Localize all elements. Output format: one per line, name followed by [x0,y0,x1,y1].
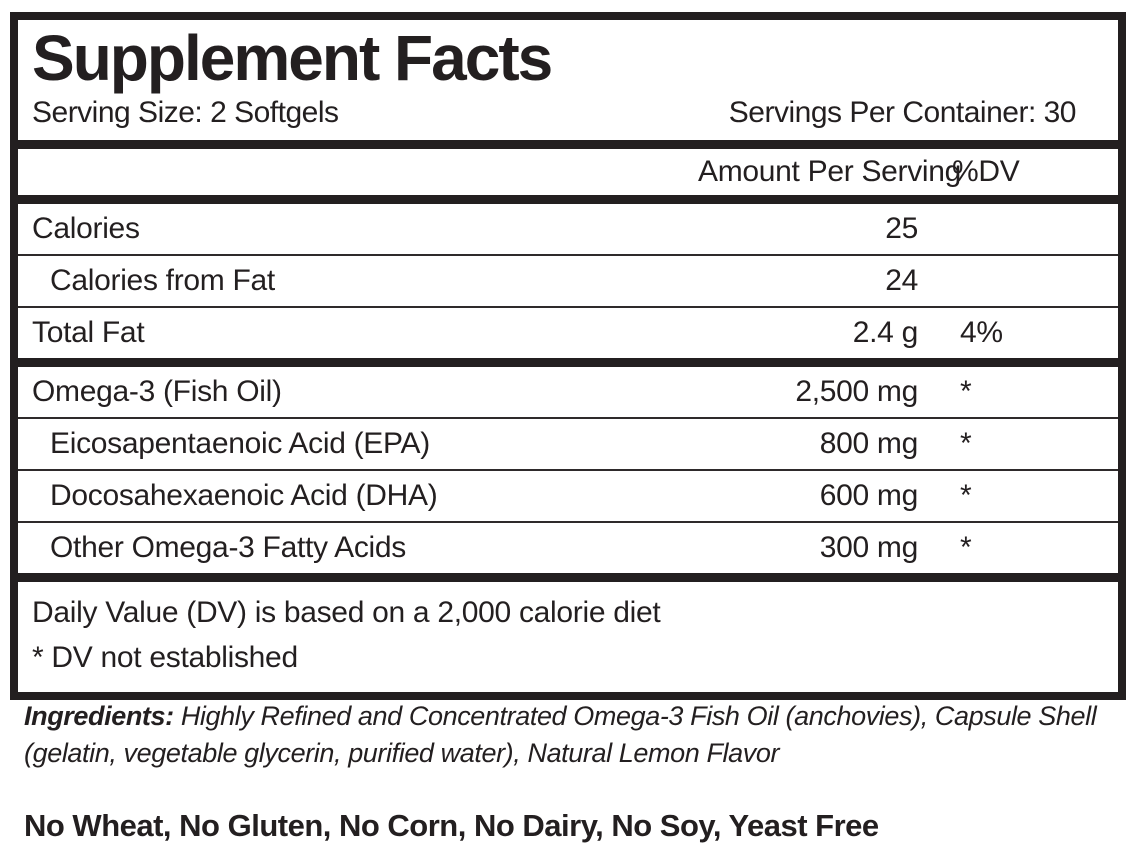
nutrient-row: Calories from Fat 24 [18,256,1118,306]
section-divider [18,573,1118,582]
nutrient-amount: 2,500 mg [795,375,918,408]
servings-per-container: Servings Per Container: 30 [728,96,1077,129]
row-divider [18,254,1118,256]
row-divider [18,469,1118,471]
nutrient-dv: * [960,375,972,408]
nutrient-dv: * [960,427,972,460]
nutrient-row: Omega-3 (Fish Oil) 2,500 mg * [18,367,1118,417]
supplement-facts-panel: Supplement Facts Serving Size: 2 Softgel… [10,12,1126,700]
serving-size: Serving Size: 2 Softgels [32,96,339,129]
nutrient-name: Calories [32,212,140,245]
nutrient-row: Calories 25 [18,204,1118,254]
column-header-amount: Amount Per Serving [698,155,962,188]
nutrient-dv: 4% [960,316,1003,349]
row-divider [18,306,1118,308]
serving-info-row: Serving Size: 2 Softgels Servings Per Co… [32,94,1104,140]
nutrient-row: Docosahexaenoic Acid (DHA) 600 mg * [18,471,1118,521]
panel-header: Supplement Facts Serving Size: 2 Softgel… [18,20,1118,140]
ingredients-paragraph: Ingredients: Highly Refined and Concentr… [24,698,1118,772]
nutrient-name: Other Omega-3 Fatty Acids [50,531,406,564]
nutrient-dv: * [960,479,972,512]
nutrient-amount: 300 mg [819,531,919,564]
nutrient-name: Eicosapentaenoic Acid (EPA) [50,427,430,460]
footnote-block: Daily Value (DV) is based on a 2,000 cal… [18,582,1118,692]
nutrient-amount: 2.4 g [852,316,919,349]
panel-title: Supplement Facts [32,22,553,94]
section-divider [18,195,1118,204]
nutrient-dv: * [960,531,972,564]
column-header-row: Amount Per Serving %DV [18,149,1118,195]
nutrient-amount: 800 mg [819,427,919,460]
nutrient-row: Other Omega-3 Fatty Acids 300 mg * [18,523,1118,573]
row-divider [18,521,1118,523]
nutrient-name: Calories from Fat [50,264,275,297]
nutrient-row: Total Fat 2.4 g 4% [18,308,1118,358]
column-header-dv: %DV [952,155,1020,188]
section-divider [18,140,1118,149]
nutrient-name: Docosahexaenoic Acid (DHA) [50,479,438,512]
allergen-statement: No Wheat, No Gluten, No Corn, No Dairy, … [24,808,879,843]
section-divider [18,358,1118,367]
ingredients-text: Highly Refined and Concentrated Omega-3 … [24,701,1097,768]
nutrient-amount: 24 [885,264,918,297]
nutrient-name: Total Fat [32,316,145,349]
footnote-daily-value: Daily Value (DV) is based on a 2,000 cal… [32,596,661,629]
nutrient-amount: 25 [885,212,918,245]
nutrient-row: Eicosapentaenoic Acid (EPA) 800 mg * [18,419,1118,469]
row-divider [18,417,1118,419]
footnote-dv-not-established: * DV not established [32,641,298,674]
nutrient-name: Omega-3 (Fish Oil) [32,375,282,408]
nutrient-amount: 600 mg [819,479,919,512]
ingredients-label: Ingredients: [24,701,174,731]
nutrient-rows: Calories 25 Calories from Fat 24 Total Fat 2.… [18,204,1118,573]
